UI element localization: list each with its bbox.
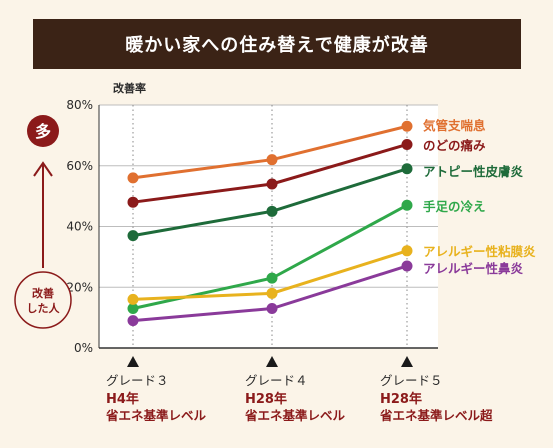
series-label: のどの痛み	[423, 138, 486, 153]
data-point	[127, 172, 139, 184]
category-year: H28年	[245, 391, 287, 407]
y-axis-title: 改善率	[113, 81, 146, 95]
data-point	[401, 245, 413, 257]
data-point	[266, 154, 278, 166]
data-point	[266, 287, 278, 299]
category-marker-icon	[266, 356, 278, 367]
series-label: 気管支喘息	[423, 118, 486, 133]
series-label: アレルギー性鼻炎	[423, 261, 524, 276]
data-point	[401, 120, 413, 132]
more-indicator: 多 改善 した人	[14, 115, 72, 329]
category-year: H28年	[380, 391, 422, 407]
series-label: 手足の冷え	[423, 199, 486, 214]
category-year: H4年	[106, 391, 139, 407]
chart-title-banner: 暖かい家への住み替えで健康が改善	[33, 19, 521, 69]
data-point	[266, 272, 278, 284]
improved-label-line1: 改善	[32, 286, 54, 300]
improved-label-line2: した人	[27, 301, 61, 315]
data-point	[266, 178, 278, 190]
data-point	[127, 315, 139, 327]
series-lines	[127, 120, 413, 327]
x-axis-categories: グレード３H4年省エネ基準レベルグレード４H28年省エネ基準レベルグレード５H2…	[105, 356, 493, 423]
up-arrow-icon	[33, 161, 53, 177]
data-point	[127, 293, 139, 305]
category-marker-icon	[127, 356, 139, 367]
more-circle	[27, 115, 59, 147]
y-tick-label: 0%	[74, 341, 93, 355]
data-point	[401, 138, 413, 150]
data-point	[401, 199, 413, 211]
data-point	[266, 205, 278, 217]
category-grade: グレード５	[380, 373, 443, 388]
y-tick-label: 20%	[66, 280, 93, 294]
chart-title: 暖かい家への住み替えで健康が改善	[125, 35, 429, 56]
category-grade: グレード３	[106, 373, 169, 388]
data-point	[401, 163, 413, 175]
y-axis-ticks: 80% 60% 40% 20% 0%	[66, 98, 93, 355]
category-marker-icon	[401, 356, 413, 367]
y-tick-label: 60%	[66, 159, 93, 173]
y-tick-label: 80%	[66, 98, 93, 112]
data-point	[266, 303, 278, 315]
y-tick-label: 40%	[66, 220, 93, 234]
series-label: アトピー性皮膚炎	[423, 164, 524, 179]
more-label: 多	[35, 122, 51, 141]
category-standard: 省エネ基準レベル	[105, 408, 207, 423]
improved-circle	[14, 271, 72, 329]
data-point	[127, 230, 139, 242]
category-standard: 省エネ基準レベル	[244, 408, 346, 423]
data-point	[401, 260, 413, 272]
series-label: アレルギー性粘膜炎	[423, 244, 536, 259]
data-point	[127, 196, 139, 208]
category-standard: 省エネ基準レベル超	[379, 408, 493, 423]
category-grade: グレード４	[245, 373, 308, 388]
data-point	[127, 303, 139, 315]
